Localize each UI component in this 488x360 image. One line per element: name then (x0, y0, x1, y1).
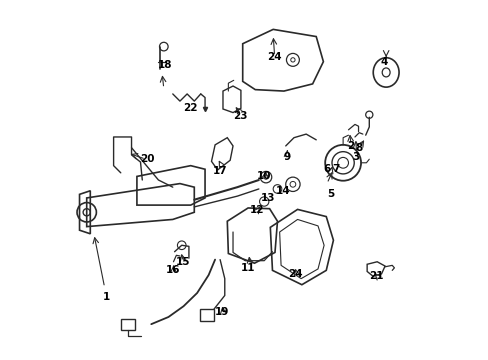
Text: 1: 1 (102, 292, 110, 302)
Text: 24: 24 (288, 269, 303, 279)
Text: 13: 13 (261, 193, 275, 203)
Text: 9: 9 (284, 152, 290, 162)
Text: 6: 6 (323, 164, 330, 174)
Text: 2: 2 (346, 141, 353, 151)
Text: 11: 11 (241, 263, 255, 273)
Text: 12: 12 (249, 206, 264, 216)
Text: 22: 22 (183, 103, 197, 113)
Text: 17: 17 (212, 166, 227, 176)
Text: 21: 21 (368, 271, 383, 281)
Text: 23: 23 (232, 111, 247, 121)
Text: 14: 14 (275, 186, 290, 197)
Text: 15: 15 (175, 257, 190, 267)
Text: 7: 7 (331, 164, 339, 174)
Text: 5: 5 (326, 189, 333, 199)
Text: 10: 10 (257, 171, 271, 181)
Text: 18: 18 (157, 60, 172, 70)
Text: 3: 3 (351, 152, 359, 162)
Text: 8: 8 (355, 143, 362, 153)
Text: 4: 4 (380, 57, 387, 67)
Text: 20: 20 (140, 154, 154, 164)
Text: 19: 19 (215, 307, 229, 317)
Text: 24: 24 (266, 52, 281, 62)
Text: 16: 16 (166, 265, 181, 275)
